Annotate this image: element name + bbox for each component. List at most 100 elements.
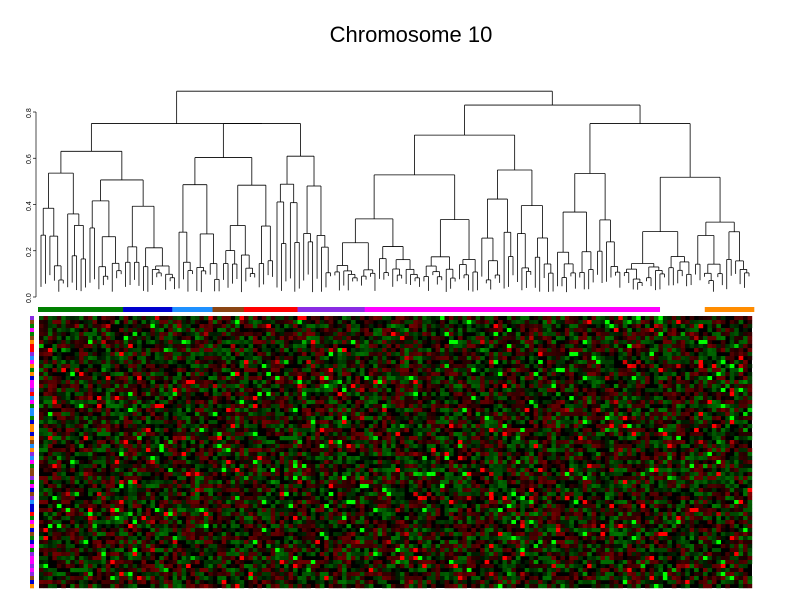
heatmap-cell xyxy=(515,344,521,349)
heatmap-cell xyxy=(600,380,606,385)
heatmap-cell xyxy=(609,376,615,381)
heatmap-cell xyxy=(101,396,107,401)
heatmap-cell xyxy=(694,436,699,441)
heatmap-cell xyxy=(159,328,164,333)
heatmap-cell xyxy=(47,436,53,441)
heatmap-cell xyxy=(243,424,249,429)
heatmap-cell xyxy=(547,348,552,353)
heatmap-cell xyxy=(342,412,347,417)
heatmap-cell xyxy=(257,324,263,329)
heatmap-cell xyxy=(457,432,463,437)
heatmap-cell xyxy=(484,440,490,445)
heatmap-cell xyxy=(685,384,690,389)
heatmap-cell xyxy=(230,324,236,329)
heatmap-cell xyxy=(622,388,628,393)
heatmap-cell xyxy=(137,348,142,353)
heatmap-cell xyxy=(671,436,677,441)
heatmap-cell xyxy=(199,368,205,373)
heatmap-cell xyxy=(631,392,637,397)
heatmap-cell xyxy=(453,388,459,393)
heatmap-cell xyxy=(422,324,427,329)
heatmap-cell xyxy=(457,368,463,373)
heatmap-cell xyxy=(65,424,71,429)
heatmap-cell xyxy=(194,436,200,441)
heatmap-cell xyxy=(564,424,570,429)
heatmap-cell xyxy=(471,404,476,409)
heatmap-cell xyxy=(203,348,209,353)
heatmap-cell xyxy=(426,324,432,329)
heatmap-cell xyxy=(261,404,267,409)
heatmap-cell xyxy=(359,416,365,421)
heatmap-cell xyxy=(676,404,681,409)
heatmap-cell xyxy=(640,428,646,433)
heatmap-cell xyxy=(288,416,294,421)
heatmap-cell xyxy=(328,384,334,389)
heatmap-cell xyxy=(248,424,254,429)
heatmap-cell xyxy=(221,444,227,449)
heatmap-cell xyxy=(288,336,294,341)
heatmap-cell xyxy=(413,428,418,433)
heatmap-cell xyxy=(181,364,187,369)
column-color-segment xyxy=(364,307,661,312)
heatmap-cell xyxy=(88,324,93,329)
heatmap-cell xyxy=(266,432,271,437)
heatmap-cell xyxy=(444,440,450,445)
heatmap-cell xyxy=(466,360,472,365)
heatmap-cell xyxy=(337,404,343,409)
heatmap-cell xyxy=(306,364,312,369)
heatmap-cell xyxy=(431,328,436,333)
heatmap-cell xyxy=(226,340,231,345)
heatmap-cell xyxy=(475,436,481,441)
heatmap-cell xyxy=(694,320,699,325)
heatmap-cell xyxy=(355,360,361,365)
heatmap-cell xyxy=(413,348,418,353)
heatmap-cell xyxy=(453,412,459,417)
heatmap-cell xyxy=(252,376,258,381)
heatmap-cell xyxy=(631,356,637,361)
heatmap-cell xyxy=(324,420,329,425)
heatmap-cell xyxy=(698,352,704,357)
heatmap-cell xyxy=(484,424,490,429)
heatmap-cell xyxy=(520,392,525,397)
heatmap-cell xyxy=(257,340,263,345)
heatmap-cell xyxy=(413,340,418,345)
heatmap-cell xyxy=(720,328,726,333)
heatmap-cell xyxy=(667,416,672,421)
heatmap-cell xyxy=(377,356,383,361)
heatmap-cell xyxy=(729,344,735,349)
heatmap-cell xyxy=(203,412,209,417)
heatmap-cell xyxy=(529,444,534,449)
heatmap-cell xyxy=(105,352,111,357)
heatmap-cell xyxy=(435,352,441,357)
heatmap-cell xyxy=(698,340,704,345)
heatmap-cell xyxy=(154,396,160,401)
heatmap-cell xyxy=(172,344,178,349)
heatmap-cell xyxy=(212,436,218,441)
heatmap-cell xyxy=(337,360,343,365)
heatmap-cell xyxy=(497,328,503,333)
heatmap-cell xyxy=(297,424,303,429)
heatmap-cell xyxy=(141,444,147,449)
heatmap-cell xyxy=(221,356,227,361)
heatmap-cell xyxy=(408,440,414,445)
row-color-segment xyxy=(30,504,34,509)
heatmap-cell xyxy=(123,372,129,377)
heatmap-cell xyxy=(70,356,75,361)
heatmap-cell xyxy=(70,368,75,373)
heatmap-cell xyxy=(132,396,138,401)
heatmap-cell xyxy=(609,344,615,349)
heatmap-cell xyxy=(685,372,690,377)
heatmap-cell xyxy=(596,356,601,361)
heatmap-cell xyxy=(186,380,191,385)
heatmap-cell xyxy=(199,360,205,365)
heatmap-cell xyxy=(74,404,80,409)
heatmap-cell xyxy=(395,328,401,333)
heatmap-cell xyxy=(676,428,681,433)
heatmap-cell xyxy=(243,340,249,345)
heatmap-cell xyxy=(738,384,744,389)
heatmap-cell xyxy=(578,364,583,369)
heatmap-cell xyxy=(377,432,383,437)
heatmap-cell xyxy=(587,348,592,353)
heatmap-cell xyxy=(172,336,178,341)
heatmap-cell xyxy=(301,408,307,413)
